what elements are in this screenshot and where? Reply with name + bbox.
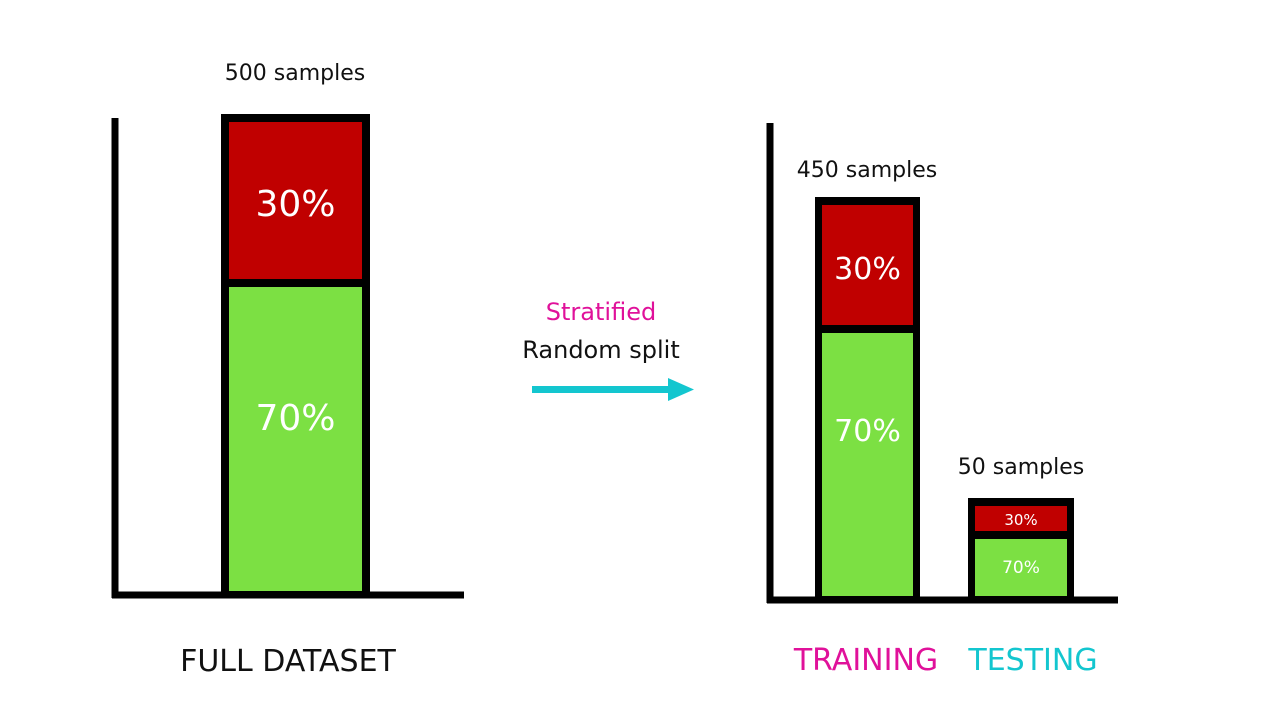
arrow-label-random-split: Random split [522, 336, 679, 364]
training-bar: 30% 70% [815, 197, 920, 600]
testing-bar-label-30: 30% [1004, 511, 1037, 529]
arrow-right-icon [532, 378, 694, 401]
split-arrow-group: Stratified Random split [522, 298, 694, 401]
full-bar-label-70: 70% [255, 398, 335, 439]
arrow-label-stratified: Stratified [546, 298, 656, 326]
full-bar-segment-70 [229, 287, 362, 591]
full-bar-label-30: 30% [255, 184, 335, 225]
testing-bar: 30% 70% [968, 498, 1074, 600]
testing-bar-label-70: 70% [1002, 558, 1040, 578]
split-result-panel: 30% 70% 450 samples 30% 70% 50 samples T… [766, 123, 1118, 678]
testing-bar-segment-70 [975, 539, 1067, 596]
training-caption: TRAINING [793, 643, 938, 678]
testing-caption: TESTING [967, 643, 1097, 678]
full-bar-segment-30 [229, 122, 362, 279]
training-bar-segment-30 [822, 205, 913, 325]
full-dataset-caption: FULL DATASET [180, 644, 396, 679]
full-dataset-bar: 30% 70% [221, 114, 370, 595]
testing-bar-segment-30 [975, 506, 1067, 531]
training-bar-label-70: 70% [834, 414, 901, 449]
training-bar-label-30: 30% [834, 252, 901, 287]
full-dataset-panel: 30% 70% 500 samples FULL DATASET [111, 61, 464, 679]
full-dataset-samples-label: 500 samples [225, 61, 365, 86]
training-samples-label: 450 samples [797, 158, 937, 183]
training-bar-segment-70 [822, 333, 913, 596]
testing-samples-label: 50 samples [958, 455, 1084, 480]
